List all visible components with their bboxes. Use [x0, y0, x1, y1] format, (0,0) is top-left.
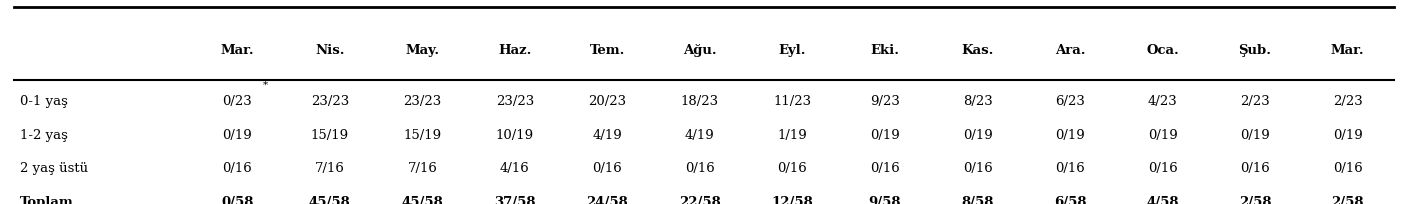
Text: 22/58: 22/58 — [679, 196, 721, 204]
Text: 24/58: 24/58 — [587, 196, 628, 204]
Text: 10/19: 10/19 — [496, 129, 534, 142]
Text: Haz.: Haz. — [498, 44, 532, 57]
Text: 0/16: 0/16 — [686, 162, 715, 175]
Text: 2 yaş üstü: 2 yaş üstü — [20, 162, 87, 175]
Text: 23/23: 23/23 — [496, 95, 534, 109]
Text: 23/23: 23/23 — [403, 95, 442, 109]
Text: Eki.: Eki. — [870, 44, 900, 57]
Text: 4/23: 4/23 — [1148, 95, 1177, 109]
Text: *: * — [263, 81, 269, 90]
Text: 15/19: 15/19 — [403, 129, 441, 142]
Text: 0/58: 0/58 — [221, 196, 253, 204]
Text: 37/58: 37/58 — [494, 196, 535, 204]
Text: 0/16: 0/16 — [593, 162, 622, 175]
Text: 6/58: 6/58 — [1053, 196, 1087, 204]
Text: 45/58: 45/58 — [308, 196, 351, 204]
Text: 1-2 yaş: 1-2 yaş — [20, 129, 68, 142]
Text: 2/58: 2/58 — [1332, 196, 1364, 204]
Text: May.: May. — [406, 44, 439, 57]
Text: 0/19: 0/19 — [1148, 129, 1177, 142]
Text: 0/16: 0/16 — [777, 162, 807, 175]
Text: 0/19: 0/19 — [1333, 129, 1363, 142]
Text: 0/16: 0/16 — [222, 162, 252, 175]
Text: 0/16: 0/16 — [1055, 162, 1086, 175]
Text: 23/23: 23/23 — [311, 95, 349, 109]
Text: 0/19: 0/19 — [870, 129, 900, 142]
Text: Toplam: Toplam — [20, 196, 73, 204]
Text: Mar.: Mar. — [221, 44, 253, 57]
Text: 7/16: 7/16 — [315, 162, 345, 175]
Text: 0/16: 0/16 — [1333, 162, 1363, 175]
Text: Ara.: Ara. — [1055, 44, 1086, 57]
Text: 12/58: 12/58 — [772, 196, 814, 204]
Text: 0/23: 0/23 — [222, 95, 252, 109]
Text: 7/16: 7/16 — [407, 162, 438, 175]
Text: 2/23: 2/23 — [1240, 95, 1270, 109]
Text: 4/19: 4/19 — [593, 129, 622, 142]
Text: 8/58: 8/58 — [962, 196, 994, 204]
Text: 4/19: 4/19 — [686, 129, 715, 142]
Text: 0/19: 0/19 — [1055, 129, 1086, 142]
Text: Oca.: Oca. — [1146, 44, 1178, 57]
Text: 1/19: 1/19 — [777, 129, 807, 142]
Text: Mar.: Mar. — [1331, 44, 1364, 57]
Text: 0/16: 0/16 — [963, 162, 993, 175]
Text: 11/23: 11/23 — [773, 95, 811, 109]
Text: 2/58: 2/58 — [1239, 196, 1271, 204]
Text: Tem.: Tem. — [590, 44, 625, 57]
Text: Kas.: Kas. — [962, 44, 994, 57]
Text: 0/16: 0/16 — [1148, 162, 1177, 175]
Text: 0/16: 0/16 — [1240, 162, 1270, 175]
Text: Ağu.: Ağu. — [683, 44, 717, 57]
Text: 9/58: 9/58 — [869, 196, 901, 204]
Text: 45/58: 45/58 — [401, 196, 444, 204]
Text: Eyl.: Eyl. — [779, 44, 807, 57]
Text: Nis.: Nis. — [315, 44, 345, 57]
Text: 8/23: 8/23 — [963, 95, 993, 109]
Text: 4/58: 4/58 — [1146, 196, 1178, 204]
Text: 2/23: 2/23 — [1333, 95, 1363, 109]
Text: 6/23: 6/23 — [1055, 95, 1086, 109]
Text: 9/23: 9/23 — [870, 95, 900, 109]
Text: 4/16: 4/16 — [500, 162, 529, 175]
Text: 18/23: 18/23 — [681, 95, 719, 109]
Text: 20/23: 20/23 — [589, 95, 627, 109]
Text: 0/19: 0/19 — [963, 129, 993, 142]
Text: 0/19: 0/19 — [1240, 129, 1270, 142]
Text: 0/19: 0/19 — [222, 129, 252, 142]
Text: 0/16: 0/16 — [870, 162, 900, 175]
Text: 15/19: 15/19 — [311, 129, 349, 142]
Text: 0-1 yaş: 0-1 yaş — [20, 95, 68, 109]
Text: Şub.: Şub. — [1239, 44, 1271, 57]
